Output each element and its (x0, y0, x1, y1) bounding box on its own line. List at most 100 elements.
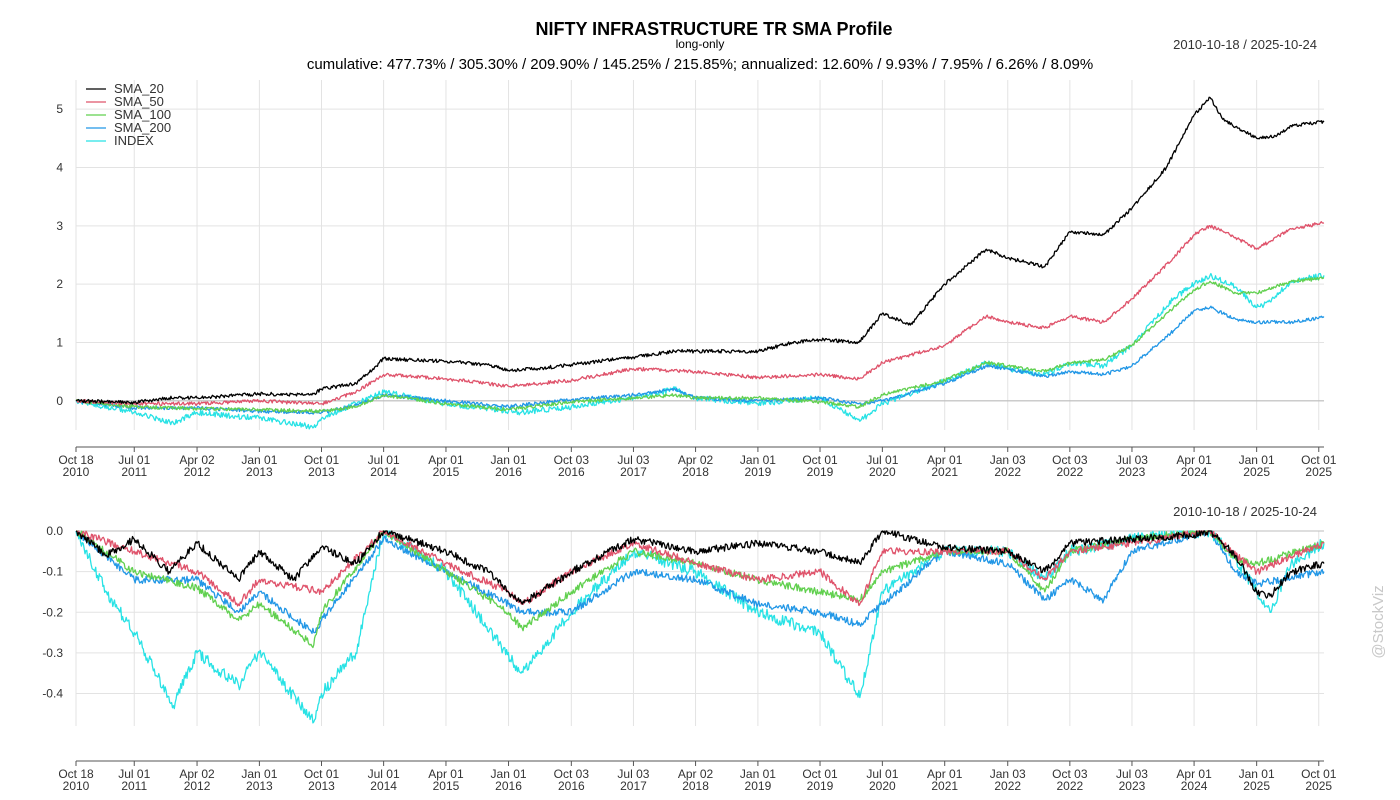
x-tick-label: Oct 03 (1052, 453, 1088, 467)
series-line-sma-50 (75, 221, 1325, 407)
x-tick-label: Apr 01 (1176, 767, 1212, 781)
x-tick-year: 2025 (1243, 779, 1270, 793)
x-tick-label: Oct 01 (1301, 767, 1337, 781)
x-tick-year: 2016 (558, 779, 585, 793)
y-tick-label: -0.2 (42, 605, 63, 619)
x-tick-year: 2022 (1056, 465, 1083, 479)
x-tick-label: Oct 03 (554, 767, 590, 781)
x-tick-year: 2015 (433, 779, 460, 793)
x-tick-label: Oct 01 (802, 453, 838, 467)
x-tick-year: 2013 (308, 465, 335, 479)
y-tick-label: 4 (56, 161, 63, 175)
x-tick-label: Jan 03 (990, 453, 1026, 467)
legend-label: SMA_200 (114, 120, 171, 135)
x-tick-label: Jan 01 (241, 453, 277, 467)
x-tick-year: 2013 (308, 779, 335, 793)
x-tick-year: 2016 (495, 465, 522, 479)
x-tick-label: Apr 01 (927, 767, 963, 781)
x-tick-label: Jul 03 (617, 767, 649, 781)
x-tick-year: 2022 (1056, 779, 1083, 793)
x-tick-label: Jul 01 (118, 767, 150, 781)
series-line-index (75, 530, 1325, 724)
y-tick-label: -0.1 (42, 565, 63, 579)
x-tick-label: Jan 01 (1239, 453, 1275, 467)
x-tick-label: Oct 01 (304, 767, 340, 781)
x-tick-year: 2012 (184, 465, 211, 479)
series-line-index (75, 272, 1325, 430)
series-line-sma-20 (75, 96, 1325, 405)
x-tick-year: 2025 (1305, 465, 1332, 479)
x-tick-year: 2017 (620, 779, 647, 793)
x-tick-year: 2023 (1119, 465, 1146, 479)
y-tick-label: -0.3 (42, 646, 63, 660)
chart-subtitle: long-only (676, 37, 725, 51)
y-tick-label: 1 (56, 336, 63, 350)
x-tick-label: Jul 01 (866, 767, 898, 781)
x-tick-year: 2018 (682, 465, 709, 479)
x-tick-label: Apr 01 (428, 453, 464, 467)
x-tick-label: Jul 03 (1116, 453, 1148, 467)
x-tick-year: 2024 (1181, 465, 1208, 479)
x-tick-label: Oct 01 (1301, 453, 1337, 467)
x-tick-label: Oct 01 (304, 453, 340, 467)
series-line-sma-100 (75, 276, 1325, 414)
x-tick-year: 2010 (63, 465, 90, 479)
x-tick-label: Jan 01 (740, 453, 776, 467)
x-tick-label: Oct 03 (1052, 767, 1088, 781)
x-tick-label: Apr 01 (1176, 453, 1212, 467)
x-tick-label: Oct 18 (58, 767, 94, 781)
x-tick-year: 2015 (433, 465, 460, 479)
x-tick-year: 2010 (63, 779, 90, 793)
x-tick-label: Jul 01 (118, 453, 150, 467)
x-tick-label: Apr 02 (179, 767, 215, 781)
x-tick-label: Apr 02 (678, 453, 714, 467)
legend-label: INDEX (114, 133, 154, 148)
x-tick-year: 2020 (869, 465, 896, 479)
series-line-sma-20 (75, 530, 1325, 605)
x-tick-label: Jan 01 (1239, 767, 1275, 781)
y-tick-label: 0 (56, 394, 63, 408)
x-tick-year: 2023 (1119, 779, 1146, 793)
x-tick-year: 2014 (370, 465, 397, 479)
chart-title: NIFTY INFRASTRUCTURE TR SMA Profile (535, 19, 892, 39)
legend-label: SMA_20 (114, 81, 164, 96)
series-line-sma-200 (76, 530, 1325, 635)
x-tick-label: Oct 18 (58, 453, 94, 467)
x-tick-year: 2020 (869, 779, 896, 793)
x-tick-year: 2011 (121, 779, 147, 793)
date-range-top: 2010-10-18 / 2025-10-24 (1173, 37, 1317, 52)
x-tick-year: 2019 (745, 779, 772, 793)
x-tick-label: Jan 01 (241, 767, 277, 781)
x-tick-label: Jul 01 (368, 767, 400, 781)
y-tick-label: -0.4 (42, 687, 63, 701)
x-tick-label: Jul 01 (866, 453, 898, 467)
x-tick-year: 2011 (121, 465, 147, 479)
x-tick-label: Apr 02 (678, 767, 714, 781)
x-tick-year: 2021 (931, 465, 958, 479)
x-tick-year: 2025 (1305, 779, 1332, 793)
legend-label: SMA_100 (114, 107, 171, 122)
x-tick-year: 2017 (620, 465, 647, 479)
x-tick-label: Jan 01 (491, 767, 527, 781)
x-tick-label: Jul 01 (368, 453, 400, 467)
x-tick-year: 2022 (994, 779, 1021, 793)
x-tick-year: 2014 (370, 779, 397, 793)
x-tick-year: 2013 (246, 779, 273, 793)
x-tick-year: 2025 (1243, 465, 1270, 479)
x-tick-label: Apr 02 (179, 453, 215, 467)
x-tick-label: Jan 01 (740, 767, 776, 781)
y-tick-label: 5 (56, 102, 63, 116)
y-tick-label: 0.0 (46, 524, 63, 538)
x-tick-year: 2024 (1181, 779, 1208, 793)
x-tick-year: 2021 (931, 779, 958, 793)
x-tick-label: Jan 03 (990, 767, 1026, 781)
date-range-bottom: 2010-10-18 / 2025-10-24 (1173, 504, 1317, 519)
x-tick-label: Oct 03 (554, 453, 590, 467)
x-tick-year: 2018 (682, 779, 709, 793)
x-tick-label: Jul 03 (1116, 767, 1148, 781)
x-tick-year: 2022 (994, 465, 1021, 479)
x-tick-year: 2012 (184, 779, 211, 793)
